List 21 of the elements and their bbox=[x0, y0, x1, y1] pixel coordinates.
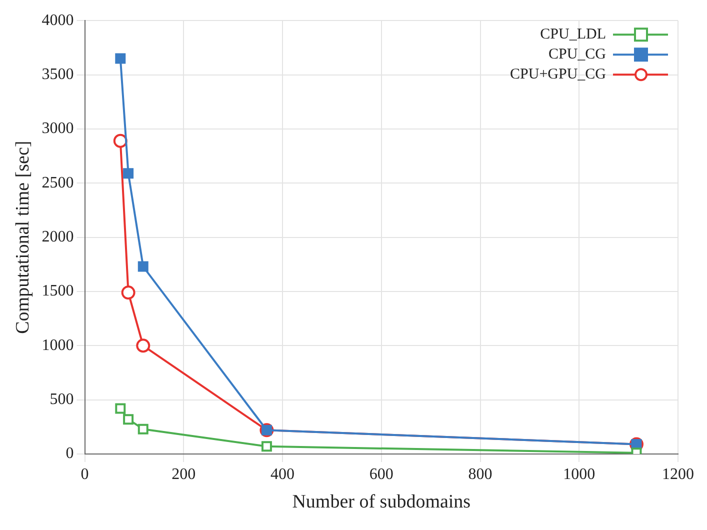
x-tick-label: 400 bbox=[270, 466, 295, 483]
y-tick-label: 1000 bbox=[42, 336, 74, 354]
x-tick-label: 1000 bbox=[563, 466, 596, 483]
x-tick-label: 1200 bbox=[662, 466, 694, 483]
y-tick-label: 0 bbox=[66, 445, 74, 462]
y-tick-label: 4000 bbox=[42, 12, 74, 29]
y-tick-label: 1500 bbox=[42, 282, 74, 300]
x-tick-label: 600 bbox=[369, 466, 394, 483]
x-tick-label: 200 bbox=[172, 466, 196, 483]
y-tick-label: 500 bbox=[50, 391, 74, 408]
x-axis-title: Number of subdomains bbox=[292, 492, 471, 513]
y-axis-title: Computational time [sec] bbox=[12, 140, 34, 334]
y-tick-label: 3000 bbox=[42, 120, 74, 138]
legend-label: CPU_CG bbox=[548, 46, 606, 63]
legend-label: CPU+GPU_CG bbox=[510, 66, 606, 83]
y-tick-label: 3500 bbox=[42, 66, 74, 83]
legend-label: CPU_LDL bbox=[540, 26, 606, 43]
x-tick-label: 0 bbox=[80, 466, 89, 483]
y-tick-label: 2000 bbox=[42, 228, 74, 246]
y-tick-label: 2500 bbox=[42, 174, 74, 192]
x-tick-label: 800 bbox=[468, 466, 492, 483]
